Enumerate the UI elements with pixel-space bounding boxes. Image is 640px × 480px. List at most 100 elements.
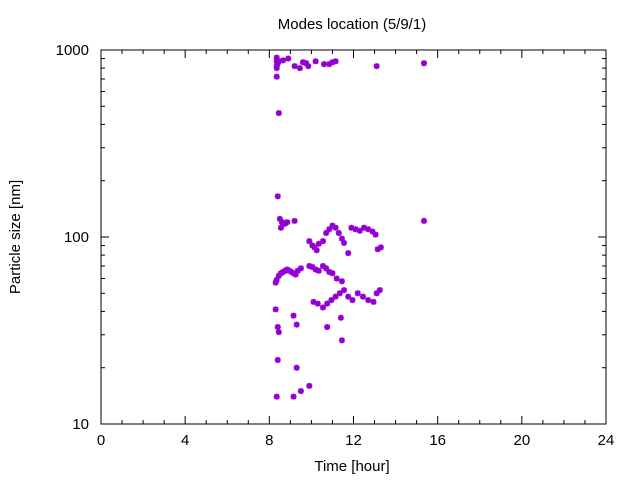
data-point <box>332 58 339 65</box>
data-point <box>306 382 313 389</box>
y-tick-label: 10 <box>72 416 89 433</box>
data-point <box>326 268 333 275</box>
data-point <box>272 279 279 286</box>
data-point <box>370 298 377 305</box>
data-point <box>332 224 339 231</box>
data-point <box>274 324 281 331</box>
y-tick-label: 1000 <box>56 42 89 59</box>
data-point <box>293 321 300 328</box>
x-tick-label: 4 <box>181 432 189 449</box>
data-point <box>292 271 299 278</box>
data-point <box>359 293 366 300</box>
data-point <box>280 57 287 64</box>
data-point <box>326 61 333 68</box>
data-point <box>303 60 310 67</box>
data-point <box>326 226 333 233</box>
data-point <box>300 59 306 66</box>
data-point <box>296 65 303 72</box>
data-point <box>290 312 297 319</box>
data-point <box>284 219 291 226</box>
data-point <box>373 290 380 297</box>
data-point <box>328 297 335 304</box>
x-tick-label: 12 <box>345 432 362 449</box>
data-point <box>374 246 381 253</box>
data-point <box>324 324 331 331</box>
data-point <box>341 287 348 294</box>
data-point <box>310 298 317 305</box>
data-point <box>275 272 282 279</box>
data-point <box>338 278 345 285</box>
data-point <box>274 356 281 363</box>
data-point <box>306 262 313 269</box>
data-point <box>352 226 359 233</box>
x-tick-label: 20 <box>513 432 530 449</box>
data-point <box>319 238 326 245</box>
data-point <box>369 228 376 235</box>
data-point <box>373 63 380 70</box>
x-tick-label: 24 <box>598 432 615 449</box>
data-point <box>273 393 280 400</box>
data-point <box>329 270 336 277</box>
data-point <box>291 217 298 224</box>
data-point <box>354 290 361 297</box>
data-point <box>274 193 281 200</box>
data-point <box>337 314 344 321</box>
data-point <box>315 240 322 247</box>
x-tick-label: 0 <box>97 432 105 449</box>
y-axis-label: Particle size [nm] <box>7 180 24 294</box>
data-point <box>306 238 313 245</box>
data-point <box>277 224 284 231</box>
data-point <box>338 235 345 242</box>
data-point <box>420 60 427 67</box>
y-tick-label: 100 <box>64 229 89 246</box>
data-point <box>341 239 348 246</box>
data-point <box>275 329 282 336</box>
x-axis-ticks: 0 4 8 12 16 20 24 <box>97 50 615 449</box>
data-point <box>276 215 283 222</box>
data-point <box>333 275 340 282</box>
data-point <box>315 267 322 274</box>
data-point <box>336 290 343 297</box>
data-point <box>323 265 330 272</box>
x-tick-label: 8 <box>265 432 273 449</box>
data-point <box>275 110 282 117</box>
data-point <box>319 262 326 269</box>
data-point <box>361 224 368 231</box>
data-point <box>309 264 316 271</box>
data-point <box>321 61 328 68</box>
data-point <box>290 393 297 400</box>
data-point <box>297 388 304 395</box>
data-point <box>293 364 300 371</box>
data-point <box>332 293 339 300</box>
data-point <box>305 63 312 70</box>
data-point <box>273 276 280 283</box>
data-point <box>345 250 352 257</box>
data-point <box>365 297 372 304</box>
data-point <box>323 230 330 237</box>
data-point <box>345 293 352 300</box>
data-point <box>338 337 345 344</box>
chart-title: Modes location (5/9/1) <box>278 16 426 33</box>
data-point <box>285 55 292 62</box>
data-point <box>313 247 320 254</box>
data-point <box>356 227 363 234</box>
data-point <box>274 60 281 67</box>
data-point <box>329 222 336 229</box>
data-point <box>372 231 379 238</box>
data-point <box>273 65 280 72</box>
data-point <box>311 244 318 251</box>
plot-frame <box>100 49 607 425</box>
data-point <box>319 304 326 311</box>
data-point <box>420 217 427 224</box>
data-point <box>291 63 298 70</box>
data-point <box>272 306 279 313</box>
data-point <box>273 54 280 61</box>
x-axis-label: Time [hour] <box>314 458 389 475</box>
data-point <box>348 224 355 231</box>
y-axis-ticks: 10 100 1000 <box>56 42 606 433</box>
data-point <box>365 226 372 233</box>
data-point <box>294 267 301 274</box>
data-point <box>329 59 336 66</box>
data-point <box>273 73 280 80</box>
